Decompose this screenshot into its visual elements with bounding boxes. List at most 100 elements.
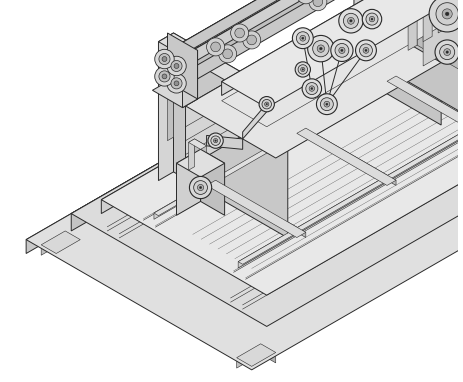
Polygon shape xyxy=(188,139,194,170)
Polygon shape xyxy=(173,33,287,238)
Polygon shape xyxy=(170,0,463,62)
Circle shape xyxy=(222,49,232,59)
Polygon shape xyxy=(407,0,463,29)
Circle shape xyxy=(443,49,450,55)
Polygon shape xyxy=(422,0,463,23)
Circle shape xyxy=(207,133,223,148)
Circle shape xyxy=(167,70,173,76)
Circle shape xyxy=(166,56,186,76)
Circle shape xyxy=(313,0,322,6)
Circle shape xyxy=(177,58,187,68)
Circle shape xyxy=(264,102,268,106)
Polygon shape xyxy=(386,76,463,133)
Circle shape xyxy=(180,60,185,65)
Circle shape xyxy=(340,49,342,52)
Circle shape xyxy=(242,31,260,49)
Polygon shape xyxy=(440,0,463,82)
Circle shape xyxy=(155,67,174,86)
Circle shape xyxy=(310,87,312,89)
Polygon shape xyxy=(431,5,463,28)
Polygon shape xyxy=(154,13,463,216)
Polygon shape xyxy=(296,128,395,185)
Circle shape xyxy=(435,3,457,25)
Circle shape xyxy=(355,40,375,61)
Circle shape xyxy=(301,79,321,98)
Polygon shape xyxy=(200,149,224,215)
Circle shape xyxy=(206,38,224,56)
Polygon shape xyxy=(452,14,463,45)
Polygon shape xyxy=(176,149,200,215)
Circle shape xyxy=(234,28,244,38)
Circle shape xyxy=(338,9,363,33)
Polygon shape xyxy=(461,0,463,118)
Circle shape xyxy=(444,12,448,16)
Circle shape xyxy=(316,94,337,115)
Polygon shape xyxy=(158,33,287,108)
Polygon shape xyxy=(101,0,461,214)
Polygon shape xyxy=(461,0,463,101)
Polygon shape xyxy=(422,0,463,66)
Circle shape xyxy=(162,57,167,62)
Circle shape xyxy=(364,49,366,52)
Polygon shape xyxy=(206,180,305,238)
Circle shape xyxy=(319,47,321,50)
Circle shape xyxy=(343,13,358,28)
Polygon shape xyxy=(386,0,463,16)
Circle shape xyxy=(214,140,216,141)
Polygon shape xyxy=(437,0,446,33)
Polygon shape xyxy=(401,0,455,57)
Polygon shape xyxy=(386,0,446,52)
Polygon shape xyxy=(401,0,446,35)
Polygon shape xyxy=(455,5,463,24)
Polygon shape xyxy=(395,76,463,133)
Circle shape xyxy=(370,18,372,20)
Circle shape xyxy=(210,136,220,146)
Polygon shape xyxy=(431,0,463,85)
Circle shape xyxy=(158,53,169,65)
Circle shape xyxy=(445,51,447,53)
Circle shape xyxy=(317,45,324,52)
Circle shape xyxy=(179,77,185,83)
Polygon shape xyxy=(422,0,431,42)
Circle shape xyxy=(230,24,248,42)
Polygon shape xyxy=(26,0,461,254)
Polygon shape xyxy=(185,10,440,158)
Circle shape xyxy=(365,13,377,25)
Polygon shape xyxy=(353,0,368,68)
Polygon shape xyxy=(461,0,463,132)
Circle shape xyxy=(158,71,169,82)
Circle shape xyxy=(362,10,381,29)
Polygon shape xyxy=(446,0,463,78)
Circle shape xyxy=(323,101,329,107)
Circle shape xyxy=(441,9,451,19)
Polygon shape xyxy=(401,0,446,17)
Circle shape xyxy=(168,53,173,58)
Polygon shape xyxy=(170,0,463,49)
Circle shape xyxy=(349,19,351,22)
Polygon shape xyxy=(356,0,440,52)
Polygon shape xyxy=(176,149,224,177)
Circle shape xyxy=(334,44,348,57)
Circle shape xyxy=(162,74,167,79)
Polygon shape xyxy=(305,128,395,185)
Circle shape xyxy=(359,44,372,57)
Polygon shape xyxy=(221,0,446,108)
Circle shape xyxy=(155,49,174,69)
Circle shape xyxy=(292,28,313,49)
Circle shape xyxy=(297,65,307,74)
Circle shape xyxy=(213,139,217,143)
Polygon shape xyxy=(221,0,401,113)
Polygon shape xyxy=(182,0,463,56)
Circle shape xyxy=(197,185,203,191)
Polygon shape xyxy=(41,231,65,255)
Circle shape xyxy=(305,83,317,95)
Polygon shape xyxy=(152,82,197,108)
Circle shape xyxy=(170,78,181,89)
Polygon shape xyxy=(455,0,463,52)
Circle shape xyxy=(308,86,314,91)
Polygon shape xyxy=(431,5,455,29)
Polygon shape xyxy=(206,136,242,149)
Polygon shape xyxy=(368,0,463,125)
Polygon shape xyxy=(236,344,260,368)
Circle shape xyxy=(210,42,220,52)
